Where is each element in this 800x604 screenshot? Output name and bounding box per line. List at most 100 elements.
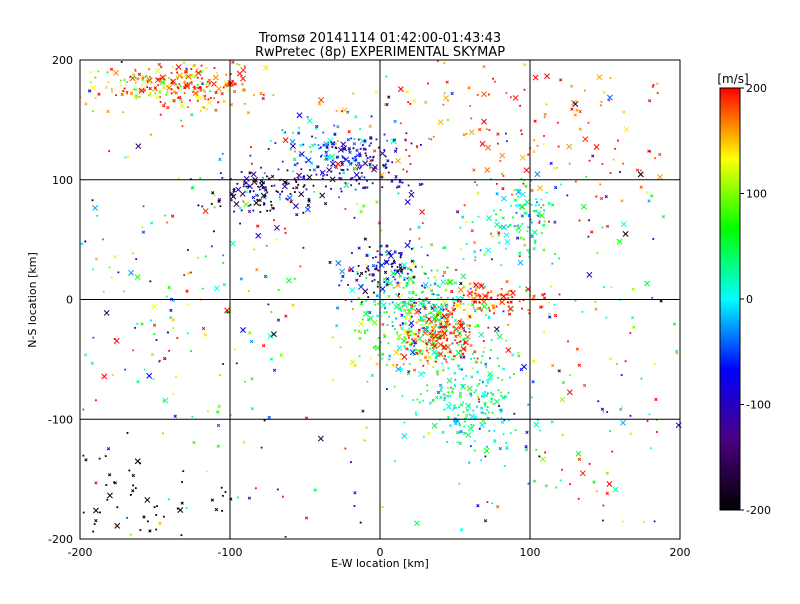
scatter-point: [108, 266, 111, 269]
scatter-point: [170, 214, 175, 218]
scatter-point: [592, 480, 596, 484]
scatter-point: [254, 193, 259, 197]
scatter-point: [183, 81, 186, 84]
scatter-point: [588, 219, 590, 222]
scatter-point: [341, 107, 348, 114]
scatter-point: [427, 351, 430, 354]
scatter-point: [489, 378, 492, 381]
scatter-point: [583, 89, 586, 92]
scatter-point: [486, 445, 488, 448]
scatter-point: [459, 226, 462, 229]
scatter-point: [385, 311, 388, 313]
scatter-point: [503, 419, 506, 422]
scatter-point: [481, 118, 488, 125]
scatter-point: [547, 201, 551, 206]
scatter-point: [358, 336, 362, 341]
scatter-point: [443, 408, 446, 411]
scatter-point: [302, 143, 305, 146]
scatter-point: [348, 147, 351, 150]
scatter-point: [171, 318, 175, 322]
scatter-point: [98, 457, 101, 460]
scatter-point: [143, 368, 146, 371]
scatter-point: [84, 353, 88, 357]
scatter-point: [360, 331, 363, 334]
scatter-point: [573, 113, 577, 117]
scatter-point: [448, 310, 451, 313]
scatter-point: [172, 90, 176, 94]
scatter-point: [522, 238, 525, 241]
scatter-point: [488, 308, 491, 311]
scatter-point: [354, 155, 357, 158]
scatter-point: [401, 354, 408, 360]
scatter-point: [305, 157, 312, 164]
scatter-point: [213, 194, 216, 197]
scatter-point: [344, 447, 347, 450]
scatter-point: [441, 325, 443, 328]
scatter-point: [460, 318, 463, 321]
scatter-point: [490, 232, 492, 235]
scatter-point: [331, 159, 334, 162]
scatter-point: [191, 415, 194, 418]
scatter-point: [191, 65, 194, 68]
scatter-point: [433, 275, 437, 279]
scatter-point: [496, 333, 503, 340]
scatter-point: [412, 353, 415, 356]
scatter-point: [387, 171, 390, 174]
scatter-point: [201, 105, 204, 108]
scatter-point: [371, 182, 374, 185]
scatter-point: [495, 192, 499, 196]
scatter-point: [308, 146, 311, 149]
scatter-point: [136, 380, 140, 384]
scatter-point: [381, 357, 384, 360]
scatter-point: [350, 461, 352, 464]
scatter-point: [469, 287, 472, 290]
scatter-point: [463, 417, 466, 420]
scatter-point: [289, 148, 292, 151]
scatter-point: [149, 91, 152, 94]
scatter-point: [167, 285, 171, 290]
scatter-point: [342, 171, 346, 175]
scatter-point: [476, 324, 480, 328]
scatter-point: [208, 82, 211, 85]
scatter-point: [447, 391, 450, 394]
scatter-point: [306, 174, 313, 181]
scatter-point: [250, 162, 253, 165]
scatter-point: [328, 260, 332, 265]
scatter-point: [455, 349, 462, 356]
colorbar-tick-label: 0: [746, 293, 753, 306]
scatter-point: [232, 83, 234, 85]
scatter-point: [507, 305, 514, 312]
scatter-point: [396, 269, 400, 273]
scatter-point: [366, 264, 368, 267]
scatter-point: [384, 155, 387, 158]
scatter-point: [417, 225, 421, 229]
scatter-point: [456, 364, 461, 368]
scatter-point: [323, 140, 330, 147]
scatter-point: [197, 256, 199, 259]
scatter-point: [463, 425, 466, 428]
scatter-point: [485, 385, 488, 387]
scatter-point: [340, 279, 343, 282]
scatter-point: [90, 361, 95, 365]
scatter-point: [402, 276, 407, 280]
scatter-point: [508, 376, 511, 379]
scatter-point: [439, 330, 442, 333]
scatter-point: [144, 497, 151, 503]
scatter-point: [488, 129, 491, 131]
scatter-point: [97, 70, 100, 73]
scatter-point: [408, 318, 411, 321]
scatter-point: [238, 63, 241, 66]
scatter-point: [202, 89, 205, 92]
scatter-point: [351, 308, 354, 311]
scatter-point: [335, 142, 337, 145]
scatter-point: [348, 149, 351, 152]
scatter-point: [431, 293, 433, 296]
scatter-point: [177, 507, 184, 514]
scatter-point: [396, 344, 403, 351]
scatter-point: [455, 303, 460, 308]
scatter-point: [339, 268, 346, 275]
scatter-point: [491, 304, 496, 308]
scatter-point: [134, 69, 137, 72]
scatter-point: [356, 168, 358, 171]
scatter-point: [450, 312, 454, 316]
